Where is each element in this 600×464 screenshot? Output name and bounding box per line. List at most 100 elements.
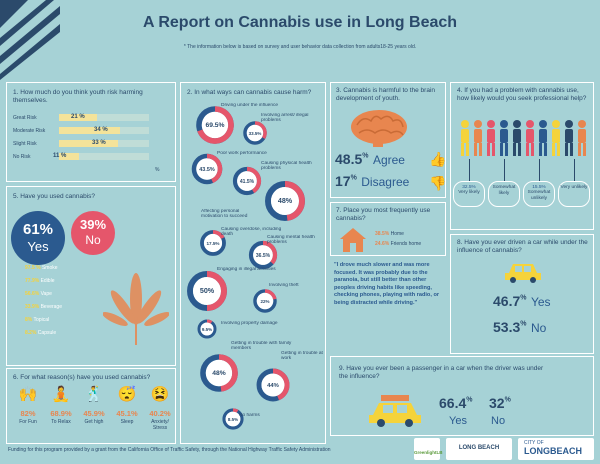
q2-item-label: Involving theft [269, 283, 299, 288]
q2-item-label: Engaging in illegal activities [217, 267, 276, 272]
q3-agree-label: Agree [372, 153, 405, 167]
q5-method-label: Edible [40, 278, 55, 284]
q2-donut: 50% [187, 271, 227, 311]
person-icon [537, 119, 549, 157]
q1-bar-value: 11 % [53, 153, 67, 159]
q7-home-label: Home [390, 231, 404, 237]
q5-method-label: Topical [33, 317, 50, 323]
q5-method-value: 56.6% [25, 291, 40, 297]
q2-donut: 41.5% [232, 166, 262, 196]
q5-no-pct: 39% [79, 217, 107, 232]
q2-panel: 2. In what ways can cannabis cause harm?… [180, 82, 326, 444]
q7-friends-value: 24.6% [375, 241, 390, 247]
q4-option-label: Somewhat unlikely [527, 190, 551, 201]
q2-donut-center [192, 276, 222, 306]
q2-donut-arc [272, 368, 290, 401]
q6-reason-label: Anxiety/ Stress [151, 419, 169, 431]
q4-pointer-line [504, 159, 505, 181]
q2-donut-center [203, 233, 223, 253]
stress-icon: 😫 [150, 386, 170, 403]
q2-donut-arc [197, 106, 234, 144]
q8-no-unit: % [520, 320, 527, 328]
q1-bar [59, 140, 118, 147]
person-icon [563, 119, 575, 157]
thumbs-down-icon: 👎 [429, 175, 447, 191]
q5-yes-pct: 61% [22, 221, 54, 238]
q8-title: 8. Have you ever driven a car while unde… [457, 239, 588, 254]
q2-donut-arc [218, 354, 238, 392]
q9-panel: 9. Have you ever been a passenger in a c… [330, 356, 594, 436]
q1-panel: 1. How much do you think youth risk harm… [6, 82, 176, 182]
q6-reason-label: To Relax [51, 419, 71, 425]
q3-disagree-label: Disagree [361, 175, 410, 189]
q4-option-box: Very unlikely [558, 181, 590, 207]
q3-disagree-unit: % [350, 174, 357, 182]
q1-bar-track [59, 153, 149, 160]
q2-donut-center [196, 158, 218, 180]
q8-no-stat: 53.3% No [493, 319, 546, 337]
q2-donut-value: 17.5% [206, 241, 219, 246]
q2-donut-value: 48% [212, 370, 225, 377]
q1-bar-track [59, 114, 149, 121]
q9-no-unit: % [504, 396, 511, 404]
q2-donut: 33.5% [243, 121, 267, 145]
q4-option-value: 32.5% [462, 185, 476, 190]
q1-row-label: Slight Risk [13, 141, 37, 147]
q6-title: 6. For what reason(s) have you used cann… [13, 374, 151, 381]
q2-item-label: No harms [239, 413, 260, 418]
car-passenger-icon [369, 395, 421, 427]
q2-donut-value: 8.5% [228, 417, 238, 422]
q1-bar [59, 114, 97, 121]
q2-donut: 48% [200, 354, 238, 392]
q8-panel: 8. Have you ever driven a car while unde… [450, 234, 594, 354]
q1-bar [59, 153, 79, 160]
city-of-long-beach-logo: CITY OF LONGBEACH [518, 438, 594, 460]
q7-title: 7. Place you most frequently use cannabi… [336, 207, 431, 222]
q3-agree-value: 48.5 [335, 151, 363, 167]
q2-donut-value: 9.5% [202, 327, 212, 332]
city-logo-name: LONGBEACH [524, 446, 582, 456]
q9-no-label: No [491, 415, 506, 427]
person-icon [472, 119, 484, 157]
q1-title: 1. How much do you think youth risk harm… [13, 89, 143, 104]
q5-method-row: 8% Topical [25, 317, 49, 323]
q9-no-value: 32 [489, 395, 505, 411]
q2-donut: 8.5% [222, 408, 244, 430]
q2-donut-center [270, 186, 300, 216]
q5-method-value: 33.9% [25, 304, 40, 310]
person-icon [524, 119, 536, 157]
q2-item-label: Getting in trouble at work [281, 351, 323, 362]
q4-pointer-line [574, 159, 575, 181]
q2-item-label: Affecting personal motivation to succeed [201, 209, 248, 220]
q7-friends: 24.6% Friends home [375, 241, 421, 247]
q3-disagree-value: 17 [335, 173, 351, 189]
q8-yes-unit: % [520, 294, 527, 302]
q6-reason-label: Get high [84, 419, 104, 425]
q2-donut-value: 48% [278, 197, 293, 205]
q2-item-label: Causing overdose, including death [221, 227, 282, 238]
q5-method-value: 77.9% [25, 278, 40, 284]
q2-donut-chart: 69.5% Driving under the influence 33.5% Inv… [187, 103, 323, 430]
person-icon [511, 119, 523, 157]
q5-method-label: Smoke [41, 265, 58, 271]
q5-method-row: 8.2% Capsule [25, 330, 56, 336]
q3-disagree-stat: 17% Disagree [335, 173, 409, 191]
q4-pointer-line [539, 159, 540, 181]
q2-item-label: Causing physical health problems [261, 161, 312, 172]
q2-donut-arc [264, 289, 277, 300]
q2-donut-value: 44% [267, 383, 280, 389]
q9-yes-unit: % [466, 396, 473, 404]
q2-item-label: Getting in trouble with family members [231, 341, 292, 352]
q3-panel: 3. Cannabis is harmful to the brain deve… [330, 82, 446, 198]
thumbs-up-icon: 👍 [429, 151, 447, 167]
q2-donut-center [237, 171, 257, 191]
q1-row-label: Moderate Risk [13, 128, 46, 134]
q6-reason-value: 68.9% [50, 409, 72, 418]
q5-method-label: Vape [40, 291, 52, 297]
decorative-stripes [0, 0, 60, 80]
q4-panel: 4. If you had a problem with cannabis us… [450, 82, 594, 230]
q5-method-value: 97.5 % [25, 265, 41, 271]
q5-title: 5. Have you used cannabis? [13, 193, 96, 200]
q4-title: 4. If you had a problem with cannabis us… [457, 87, 587, 102]
q4-option-label: Very likely [458, 190, 480, 195]
